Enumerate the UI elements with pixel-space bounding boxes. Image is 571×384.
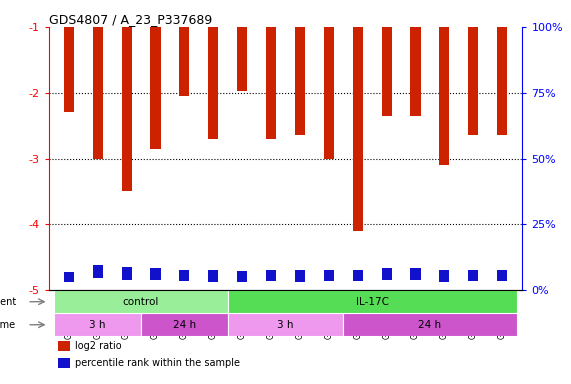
Bar	[237, 271, 247, 281]
Bar	[58, 358, 70, 368]
Bar	[353, 270, 363, 281]
Bar	[150, 0, 160, 149]
Bar	[343, 313, 517, 336]
Bar	[468, 0, 478, 136]
Bar	[381, 0, 392, 116]
Bar	[295, 270, 305, 281]
Text: percentile rank within the sample: percentile rank within the sample	[75, 358, 240, 368]
Bar	[439, 0, 449, 165]
Text: agent: agent	[0, 297, 17, 307]
Bar	[468, 270, 478, 281]
Bar	[58, 341, 70, 351]
Bar	[497, 0, 507, 136]
Text: GDS4807 / A_23_P337689: GDS4807 / A_23_P337689	[49, 13, 212, 26]
Bar	[141, 313, 228, 336]
Bar	[179, 0, 190, 96]
Bar	[237, 0, 247, 91]
Bar	[411, 0, 421, 116]
Bar	[439, 270, 449, 281]
Bar	[93, 265, 103, 278]
Bar	[353, 0, 363, 231]
Bar	[324, 0, 334, 159]
Bar	[497, 270, 507, 281]
Bar	[208, 270, 218, 281]
Bar	[228, 290, 517, 313]
Bar	[54, 290, 228, 313]
Text: control: control	[123, 297, 159, 307]
Text: 24 h: 24 h	[173, 320, 196, 330]
Bar	[93, 0, 103, 159]
Bar	[324, 270, 334, 281]
Bar	[122, 267, 132, 280]
Bar	[150, 268, 160, 280]
Text: time: time	[0, 320, 17, 330]
Text: IL-17C: IL-17C	[356, 297, 389, 307]
Text: log2 ratio: log2 ratio	[75, 341, 121, 351]
Bar	[208, 0, 218, 139]
Bar	[54, 313, 141, 336]
Bar	[64, 0, 74, 113]
Bar	[266, 0, 276, 139]
Bar	[381, 268, 392, 280]
Text: 24 h: 24 h	[419, 320, 441, 330]
Bar	[179, 270, 190, 281]
Bar	[411, 268, 421, 280]
Bar	[122, 0, 132, 192]
Bar	[64, 272, 74, 282]
Text: 3 h: 3 h	[278, 320, 293, 330]
Bar	[266, 270, 276, 281]
Bar	[228, 313, 343, 336]
Text: 3 h: 3 h	[90, 320, 106, 330]
Bar	[295, 0, 305, 136]
